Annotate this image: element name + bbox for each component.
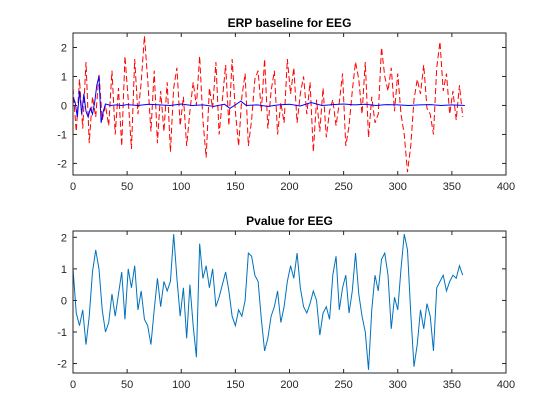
erp-x-tick-label: 100 [172,181,190,193]
erp-y-tick-label: 1 [61,71,67,83]
erp-series-1-line [73,35,464,173]
pvalue-y-tick-label: 2 [61,232,67,244]
pvalue-y-tick-label: 0 [61,295,67,307]
pvalue-y-tick-label: 1 [61,264,67,276]
erp-series-2-line [73,76,465,123]
pvalue-series-1-line [73,234,464,370]
erp-baseline-panel: 0 50 100 150 200 250 300 350 400 -2 -1 0 1 2 ERP basel… [57,16,515,193]
erp-x-tick-label: 350 [443,181,461,193]
pvalue-x-tick-label: 300 [389,379,407,391]
pvalue-y-tick-label: -1 [57,327,67,339]
erp-x-tick-label: 0 [70,181,76,193]
pvalue-x-tick-label: 100 [172,379,190,391]
pvalue-plot-area [73,231,506,373]
erp-y-tick-label: -2 [57,158,67,170]
pvalue-x-tick-label: 350 [443,379,461,391]
pvalue-x-tick-label: 250 [334,379,352,391]
pvalue-x-tick-label: 200 [280,379,298,391]
pvalue-x-tick-label: 400 [497,379,515,391]
pvalue-x-tick-label: 50 [121,379,133,391]
erp-x-tick-label: 250 [334,181,352,193]
erp-x-tick-label: 300 [389,181,407,193]
pvalue-x-tick-label: 0 [70,379,76,391]
pvalue-y-tick-label: -2 [57,359,67,371]
erp-x-tick-label: 150 [226,181,244,193]
pvalue-chart-title: Pvalue for EEG [246,214,333,228]
erp-x-tick-label: 50 [121,181,133,193]
erp-x-tick-label: 400 [497,181,515,193]
pvalue-x-tick-label: 150 [226,379,244,391]
erp-y-tick-label: 2 [61,42,67,54]
erp-chart-title: ERP baseline for EEG [228,16,352,30]
erp-x-tick-label: 200 [280,181,298,193]
erp-y-tick-label: -1 [57,129,67,141]
pvalue-panel: 0 50 100 150 200 250 300 350 400 -2 -1 0 1 2 Pvalue fo… [57,214,515,391]
erp-y-tick-label: 0 [61,100,67,112]
